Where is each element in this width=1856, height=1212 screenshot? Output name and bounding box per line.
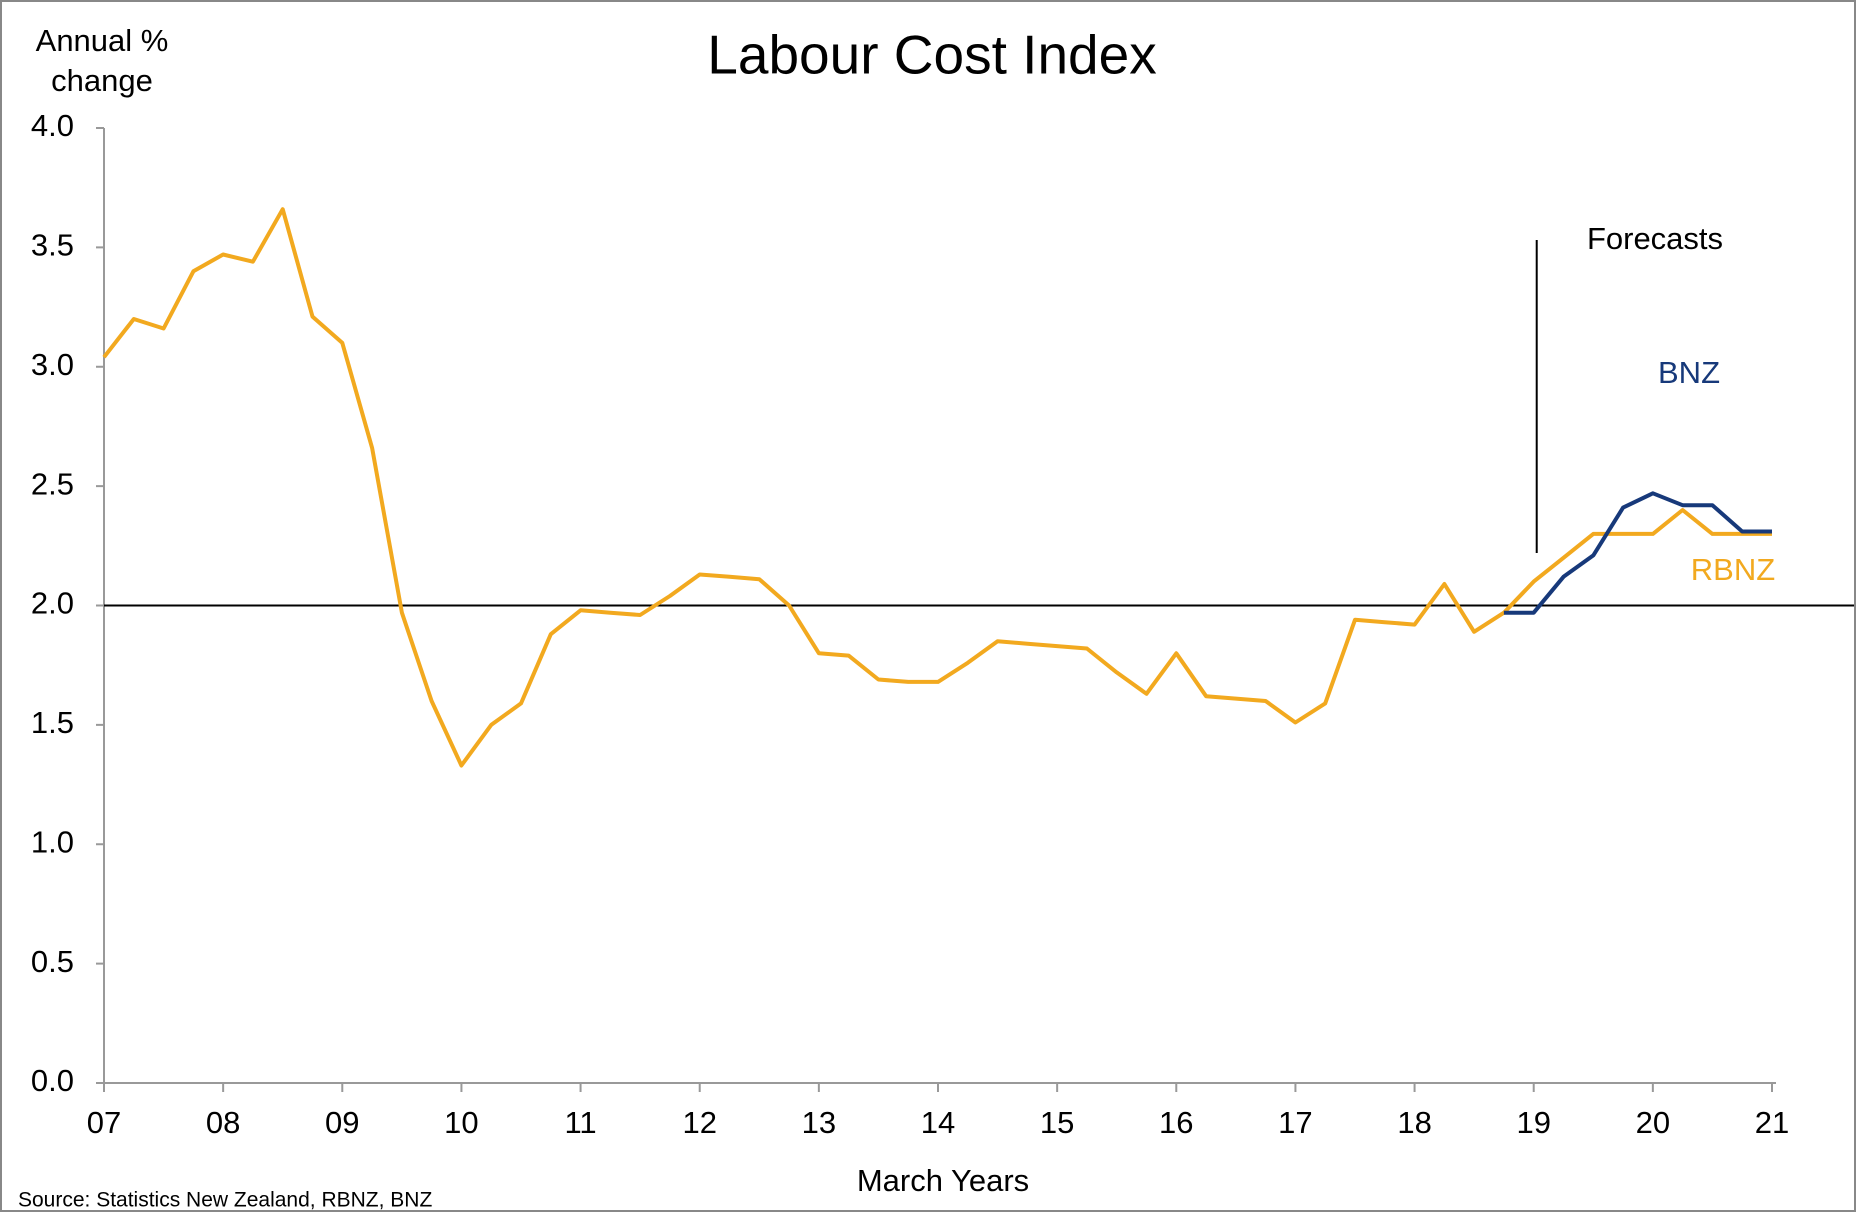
line-series bbox=[102, 207, 1772, 768]
y-axis-label: change bbox=[51, 63, 153, 98]
source: Source: Statistics New Zealand, RBNZ, BN… bbox=[18, 1189, 432, 1212]
y-tick-label: 0.0 bbox=[31, 1063, 74, 1098]
x-axis-label: March Years bbox=[857, 1163, 1029, 1198]
x-tick-label: 11 bbox=[564, 1105, 596, 1140]
x-tick-label: 21 bbox=[1755, 1105, 1789, 1140]
line-series bbox=[1503, 491, 1772, 615]
y-tick-label: 3.5 bbox=[31, 228, 74, 263]
x-tick-label: 18 bbox=[1397, 1105, 1431, 1140]
y-tick-label: 1.5 bbox=[31, 705, 74, 740]
y-tick-label: 2.0 bbox=[31, 586, 74, 621]
x-tick-label: 13 bbox=[802, 1105, 836, 1140]
y-axis-label: Annual % bbox=[36, 23, 169, 58]
x-tick-label: 07 bbox=[87, 1105, 121, 1140]
x-tick-label: 20 bbox=[1636, 1105, 1670, 1140]
x-tick-label: 12 bbox=[682, 1105, 716, 1140]
x-tick-label: 15 bbox=[1040, 1105, 1074, 1140]
x-tick-label: 10 bbox=[444, 1105, 478, 1140]
x-tick-label: 08 bbox=[206, 1105, 240, 1140]
x-tick-label: 09 bbox=[325, 1105, 359, 1140]
legend-label: BNZ bbox=[1658, 355, 1720, 390]
y-tick-label: 1.0 bbox=[31, 824, 74, 859]
annotation: Forecasts bbox=[1587, 221, 1723, 256]
x-tick-label: 16 bbox=[1159, 1105, 1193, 1140]
legend-label: RBNZ bbox=[1691, 552, 1775, 587]
y-tick-label: 0.5 bbox=[31, 944, 74, 979]
x-tick-label: 14 bbox=[921, 1105, 955, 1140]
y-tick-label: 2.5 bbox=[31, 466, 74, 501]
y-tick-label: 4.0 bbox=[31, 108, 74, 143]
chart-title: Labour Cost Index bbox=[707, 24, 1156, 86]
x-tick-label: 19 bbox=[1516, 1105, 1550, 1140]
x-tick-label: 17 bbox=[1278, 1105, 1312, 1140]
y-tick-label: 3.0 bbox=[31, 347, 74, 382]
